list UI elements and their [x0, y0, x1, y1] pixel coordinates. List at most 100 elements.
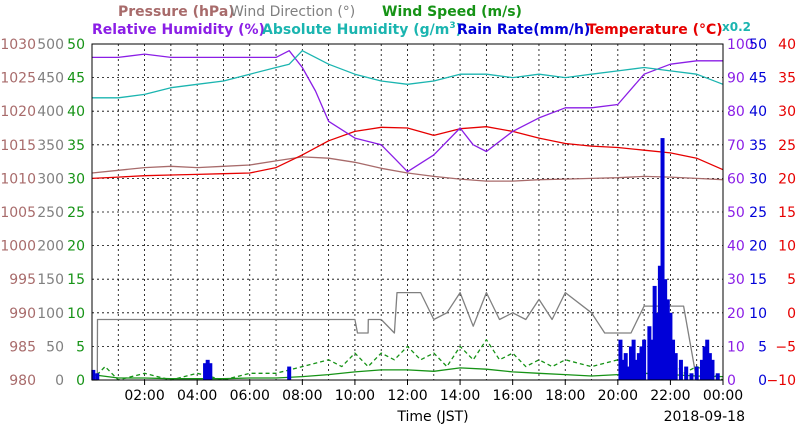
temperature-tick-label: 25 — [778, 138, 796, 154]
rain-rate-tick-label: 50 — [749, 37, 767, 53]
x-tick-label: 18:00 — [545, 388, 585, 404]
legend-absolute-humidity: Absolute Humidity (g/m3) — [262, 21, 462, 38]
rain-rate-bar — [618, 339, 623, 380]
rain-rate-bar — [715, 373, 720, 380]
rain-rate-bar — [707, 353, 712, 380]
rain-rate-bar — [626, 366, 631, 380]
relative-humidity-tick-label: 30 — [727, 272, 745, 288]
rain-rate-tick-label: 45 — [749, 71, 767, 87]
rain-rate-bar — [634, 359, 639, 380]
x-tick-label: 20:00 — [598, 388, 638, 404]
wind-speed-tick-label: 45 — [67, 71, 85, 87]
temperature-tick-label: 20 — [778, 171, 796, 187]
relative-humidity-tick-label: 10 — [727, 339, 745, 355]
legend-absolute-humidity-sup: 3 — [449, 21, 455, 31]
rain-rate-tick-label: 25 — [749, 205, 767, 221]
rain-rate-bar — [621, 359, 626, 380]
pressure-tick-label: 990 — [9, 306, 36, 322]
pressure-tick-label: 1020 — [0, 104, 36, 120]
relative-humidity-tick-label: 20 — [727, 306, 745, 322]
series-layer — [91, 50, 724, 381]
pressure-tick-label: 980 — [9, 373, 36, 389]
legend-relative-humidity: Relative Humidity (%) — [92, 22, 265, 38]
rain-rate-bar — [628, 346, 633, 380]
date-label: 2018-09-18 — [664, 409, 745, 425]
pressure-tick-label: 1005 — [0, 205, 36, 221]
wind-speed-tick-label: 40 — [67, 104, 85, 120]
rain-rate-bar — [639, 346, 644, 380]
rain-rate-tick-label: 40 — [749, 104, 767, 120]
wind-direction-tick-label: 100 — [37, 306, 64, 322]
rain-rate-bar — [647, 326, 652, 380]
legend-pressure: Pressure (hPa) — [118, 4, 235, 20]
relative-humidity-tick-label: 40 — [727, 239, 745, 255]
x-tick-label: 06:00 — [230, 388, 270, 404]
wind-direction-tick-label: 450 — [37, 71, 64, 87]
rain-rate-tick-label: 35 — [749, 138, 767, 154]
pressure-tick-label: 1015 — [0, 138, 36, 154]
rain-rate-bar — [655, 312, 660, 380]
temperature-c-line — [91, 126, 724, 180]
pressure-tick-label: 1025 — [0, 71, 36, 87]
relative-humidity-tick-label: 70 — [727, 138, 745, 154]
x-tick-label: 10:00 — [335, 388, 375, 404]
rain-rate-bar — [203, 363, 208, 380]
temperature-tick-label: −10 — [766, 373, 796, 389]
grid-lines — [92, 44, 723, 380]
relative-humidity-tick-label: 100 — [727, 37, 754, 53]
wind-direction-tick-label: 200 — [37, 239, 64, 255]
rain-rate-bar — [671, 339, 676, 380]
temperature-tick-label: 0 — [787, 306, 796, 322]
temperature-tick-label: 10 — [778, 239, 796, 255]
x-tick-label: 12:00 — [387, 388, 427, 404]
legend-wind-direction: Wind Direction (°) — [230, 4, 355, 20]
wind-direction-tick-label: 300 — [37, 171, 64, 187]
wind-direction-tick-label: 250 — [37, 205, 64, 221]
rain-rate-tick-label: 5 — [758, 339, 767, 355]
wind-direction-tick-label: 50 — [46, 339, 64, 355]
wind-direction-tick-label: 150 — [37, 272, 64, 288]
rain-rate-bar — [702, 346, 707, 380]
rain-rate-bar — [660, 138, 665, 380]
x-tick-label: 08:00 — [282, 388, 322, 404]
legend-absolute-humidity-close: ) — [456, 22, 462, 38]
legend-temperature: Temperature (°C) — [587, 22, 723, 38]
rain-rate-tick-label: 15 — [749, 272, 767, 288]
temperature-tick-label: −5 — [775, 339, 796, 355]
x-tick-label: 16:00 — [492, 388, 532, 404]
rain-rate-tick-label: 0 — [758, 373, 767, 389]
rain-rate-bar — [705, 339, 710, 380]
wind-speed-gust-m-s-line — [91, 339, 724, 381]
rain-rate-bar — [657, 265, 662, 380]
left-axes: 1030102510201015101010051000995990985980… — [0, 37, 85, 389]
relative-humidity-tick-label: 0 — [727, 373, 736, 389]
wind-speed-tick-label: 10 — [67, 306, 85, 322]
wind-speed-tick-label: 25 — [67, 205, 85, 221]
temperature-tick-label: 30 — [778, 104, 796, 120]
rain-rate-bar — [642, 339, 647, 380]
wind-speed-tick-label: 30 — [67, 171, 85, 187]
rain-rate-bar — [684, 366, 689, 380]
rain-rate-bar — [710, 359, 715, 380]
x-tick-label: 04:00 — [177, 388, 217, 404]
rain-rate-tick-label: 30 — [749, 171, 767, 187]
relative-humidity-tick-label: 50 — [727, 205, 745, 221]
relative-humidity-line — [92, 50, 723, 173]
wind-direction-tick-label: 350 — [37, 138, 64, 154]
rain-rate-bar — [665, 299, 670, 380]
relative-humidity-tick-label: 80 — [727, 104, 745, 120]
wind-speed-tick-label: 0 — [76, 373, 85, 389]
rain-rate-bar — [623, 353, 628, 380]
rain-rate-bar — [205, 359, 210, 380]
rain-rate-bar — [663, 279, 668, 380]
temperature-tick-label: 35 — [778, 71, 796, 87]
wind-speed-tick-label: 50 — [67, 37, 85, 53]
rain-rate-bar — [694, 366, 699, 380]
rain-rate-bar — [678, 359, 683, 380]
pressure-tick-label: 1030 — [0, 37, 36, 53]
relative-humidity-tick-label: 60 — [727, 171, 745, 187]
right-axes: 1009080706050403020100504540353025201510… — [727, 37, 796, 389]
x-tick-label: 22:00 — [650, 388, 690, 404]
pressure-hpa-line — [91, 156, 724, 182]
